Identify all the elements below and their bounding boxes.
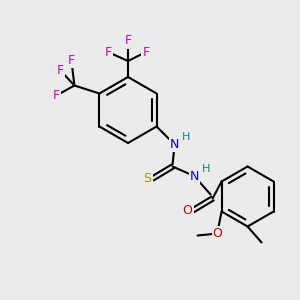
Text: O: O <box>213 227 223 240</box>
Text: F: F <box>53 89 60 102</box>
Text: F: F <box>68 54 75 67</box>
Text: O: O <box>183 204 193 217</box>
Text: N: N <box>170 138 179 151</box>
Text: H: H <box>201 164 210 175</box>
Text: H: H <box>182 133 190 142</box>
Text: F: F <box>124 34 132 47</box>
Text: F: F <box>104 46 112 59</box>
Text: F: F <box>57 64 64 77</box>
Text: S: S <box>144 172 152 185</box>
Text: N: N <box>190 170 199 183</box>
Text: F: F <box>142 46 150 59</box>
